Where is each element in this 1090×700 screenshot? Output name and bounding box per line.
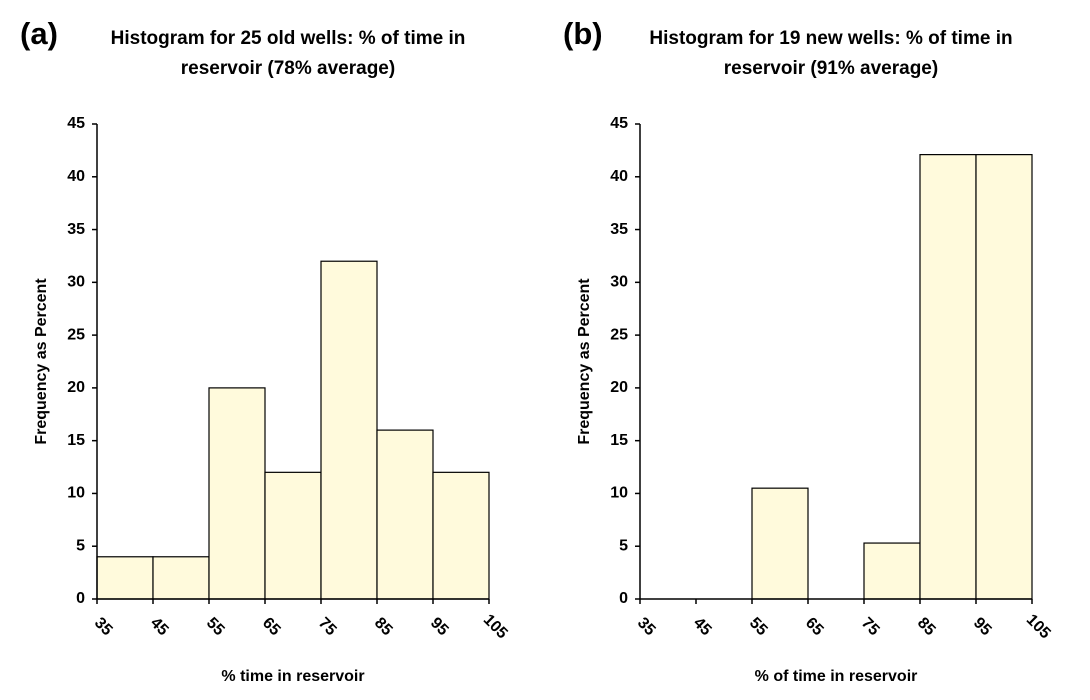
x-tick-label: 95 xyxy=(970,614,995,639)
bar xyxy=(919,154,977,600)
bar xyxy=(751,487,809,600)
bar xyxy=(96,556,154,600)
bar xyxy=(320,260,378,600)
x-tick-label: 105 xyxy=(480,611,511,642)
y-tick-label: 5 xyxy=(619,537,628,554)
y-tick-label: 45 xyxy=(610,115,628,132)
x-axis-label: % of time in reservoir xyxy=(755,668,918,685)
y-tick-label: 30 xyxy=(610,274,628,291)
chart-title: Histogram for 19 new wells: % of time in… xyxy=(649,28,1013,79)
y-tick-label: 5 xyxy=(76,537,85,554)
y-tick-label: 15 xyxy=(610,432,628,449)
y-axis-label: Frequency as Percent xyxy=(576,278,593,445)
y-tick-label: 20 xyxy=(67,379,85,396)
x-tick-label: 35 xyxy=(91,614,116,639)
y-tick-label: 0 xyxy=(619,590,628,607)
x-tick-label: 95 xyxy=(427,614,452,639)
y-tick-label: 20 xyxy=(610,379,628,396)
y-tick-label: 30 xyxy=(67,274,85,291)
x-tick-label: 75 xyxy=(858,614,883,639)
x-axis-label: % time in reservoir xyxy=(221,668,364,685)
x-tick-label: 35 xyxy=(634,614,659,639)
bar xyxy=(975,154,1033,600)
chart-title: Histogram for 25 old wells: % of time in… xyxy=(110,28,466,79)
y-tick-label: 10 xyxy=(610,485,628,502)
y-tick-label: 40 xyxy=(67,168,85,185)
bar xyxy=(152,556,210,600)
bar xyxy=(376,429,434,600)
y-tick-label: 35 xyxy=(67,221,85,238)
y-tick-label: 0 xyxy=(76,590,85,607)
bar xyxy=(264,471,322,600)
panel-label: (b) xyxy=(563,16,603,51)
x-tick-label: 85 xyxy=(371,614,396,639)
y-tick-label: 25 xyxy=(67,326,85,343)
x-tick-label: 55 xyxy=(746,614,771,639)
y-tick-label: 15 xyxy=(67,432,85,449)
x-tick-label: 65 xyxy=(259,614,284,639)
y-axis-label: Frequency as Percent xyxy=(33,278,50,445)
y-tick-label: 25 xyxy=(610,326,628,343)
x-tick-label: 75 xyxy=(315,614,340,639)
bar xyxy=(863,542,921,600)
bar xyxy=(208,387,266,600)
y-tick-label: 10 xyxy=(67,485,85,502)
x-tick-label: 55 xyxy=(203,614,228,639)
x-tick-label: 45 xyxy=(147,614,172,639)
x-tick-label: 85 xyxy=(914,614,939,639)
y-tick-label: 35 xyxy=(610,221,628,238)
y-tick-label: 40 xyxy=(610,168,628,185)
panel-label: (a) xyxy=(20,16,58,51)
x-tick-label: 65 xyxy=(802,614,827,639)
x-tick-label: 45 xyxy=(690,614,715,639)
x-tick-label: 105 xyxy=(1023,611,1054,642)
bar xyxy=(432,471,490,600)
y-tick-label: 45 xyxy=(67,115,85,132)
